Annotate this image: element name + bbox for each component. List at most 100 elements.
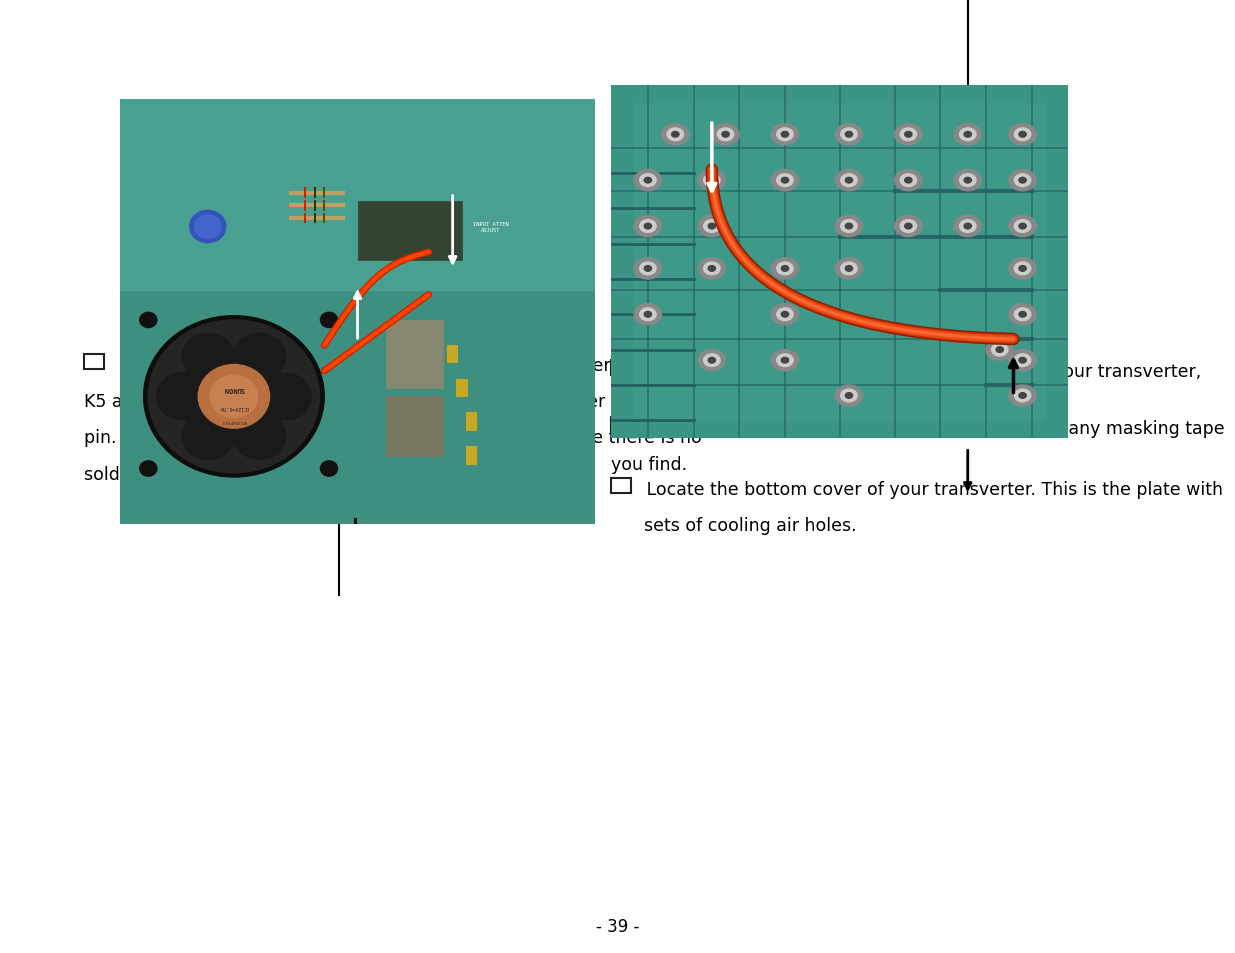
Circle shape xyxy=(835,386,862,407)
Circle shape xyxy=(955,125,982,146)
Circle shape xyxy=(905,132,911,138)
Bar xyxy=(611,478,631,494)
Circle shape xyxy=(1014,129,1031,141)
Circle shape xyxy=(708,358,715,364)
Circle shape xyxy=(841,174,857,188)
Circle shape xyxy=(835,171,862,192)
Circle shape xyxy=(645,224,652,230)
Circle shape xyxy=(143,316,325,477)
Circle shape xyxy=(1014,390,1031,402)
Circle shape xyxy=(1014,220,1031,233)
Circle shape xyxy=(635,216,662,237)
Circle shape xyxy=(190,212,226,243)
Circle shape xyxy=(845,132,852,138)
Circle shape xyxy=(835,125,862,146)
Circle shape xyxy=(771,171,799,192)
Circle shape xyxy=(965,178,972,184)
Circle shape xyxy=(662,125,689,146)
Circle shape xyxy=(777,129,793,141)
Circle shape xyxy=(960,174,976,188)
Circle shape xyxy=(894,216,923,237)
Circle shape xyxy=(960,220,976,233)
Circle shape xyxy=(777,309,793,321)
Circle shape xyxy=(771,258,799,280)
Circle shape xyxy=(199,365,269,429)
Circle shape xyxy=(233,334,285,380)
Circle shape xyxy=(672,132,679,138)
Bar xyxy=(120,100,595,291)
Circle shape xyxy=(1019,178,1026,184)
Text: KD1204PFS3: KD1204PFS3 xyxy=(221,418,247,422)
Circle shape xyxy=(1009,304,1036,326)
Circle shape xyxy=(905,178,911,184)
Circle shape xyxy=(708,224,715,230)
Circle shape xyxy=(782,358,789,364)
Circle shape xyxy=(900,174,916,188)
Circle shape xyxy=(1019,132,1026,138)
Bar xyxy=(611,360,631,375)
Bar xyxy=(387,396,443,456)
Circle shape xyxy=(640,220,656,233)
Bar xyxy=(387,320,443,389)
Circle shape xyxy=(845,266,852,272)
Circle shape xyxy=(1009,125,1036,146)
Circle shape xyxy=(845,178,852,184)
Circle shape xyxy=(1009,171,1036,192)
Circle shape xyxy=(955,171,982,192)
Circle shape xyxy=(835,258,862,280)
Text: you find.: you find. xyxy=(611,456,688,474)
Circle shape xyxy=(841,263,857,275)
Circle shape xyxy=(771,351,799,372)
Circle shape xyxy=(771,125,799,146)
Text: pin.  The relay pin provides an easy attachment point since there is no: pin. The relay pin provides an easy atta… xyxy=(84,429,701,447)
Circle shape xyxy=(635,304,662,326)
Circle shape xyxy=(640,174,656,188)
Circle shape xyxy=(894,171,923,192)
Circle shape xyxy=(320,461,337,476)
Circle shape xyxy=(140,461,157,476)
Circle shape xyxy=(1009,386,1036,407)
Circle shape xyxy=(704,263,720,275)
Circle shape xyxy=(965,132,972,138)
Circle shape xyxy=(845,394,852,399)
Circle shape xyxy=(782,313,789,317)
Circle shape xyxy=(900,129,916,141)
Circle shape xyxy=(708,266,715,272)
Circle shape xyxy=(182,414,235,460)
Text: INPUT ATTEN
ADJUST: INPUT ATTEN ADJUST xyxy=(473,222,509,233)
Circle shape xyxy=(782,132,789,138)
Circle shape xyxy=(841,390,857,402)
Circle shape xyxy=(1019,313,1026,317)
Circle shape xyxy=(645,313,652,317)
Text: SUNON: SUNON xyxy=(224,385,245,392)
Circle shape xyxy=(645,266,652,272)
Circle shape xyxy=(157,374,209,420)
Circle shape xyxy=(708,178,715,184)
Bar xyxy=(466,447,478,466)
Bar xyxy=(457,379,468,397)
Circle shape xyxy=(960,129,976,141)
Circle shape xyxy=(640,263,656,275)
Circle shape xyxy=(1009,258,1036,280)
Circle shape xyxy=(698,171,726,192)
Circle shape xyxy=(1019,266,1026,272)
Circle shape xyxy=(635,171,662,192)
Circle shape xyxy=(704,220,720,233)
Circle shape xyxy=(1019,394,1026,399)
Circle shape xyxy=(777,355,793,367)
Circle shape xyxy=(704,355,720,367)
Bar xyxy=(466,413,478,432)
Circle shape xyxy=(140,313,157,328)
Circle shape xyxy=(148,320,320,474)
Text: K5 as shown in Figure 38. Cut and strip the lead, and solder it to the relay: K5 as shown in Figure 38. Cut and strip … xyxy=(84,393,729,411)
Text: install them on the bottom cover now.: install them on the bottom cover now. xyxy=(611,398,945,416)
Circle shape xyxy=(1014,174,1031,188)
Bar xyxy=(611,417,631,433)
Bar xyxy=(358,202,462,261)
Circle shape xyxy=(1019,224,1026,230)
Text: sets of cooling air holes.: sets of cooling air holes. xyxy=(611,517,857,535)
Circle shape xyxy=(1014,263,1031,275)
Circle shape xyxy=(698,258,726,280)
Circle shape xyxy=(698,216,726,237)
Circle shape xyxy=(1009,351,1036,372)
